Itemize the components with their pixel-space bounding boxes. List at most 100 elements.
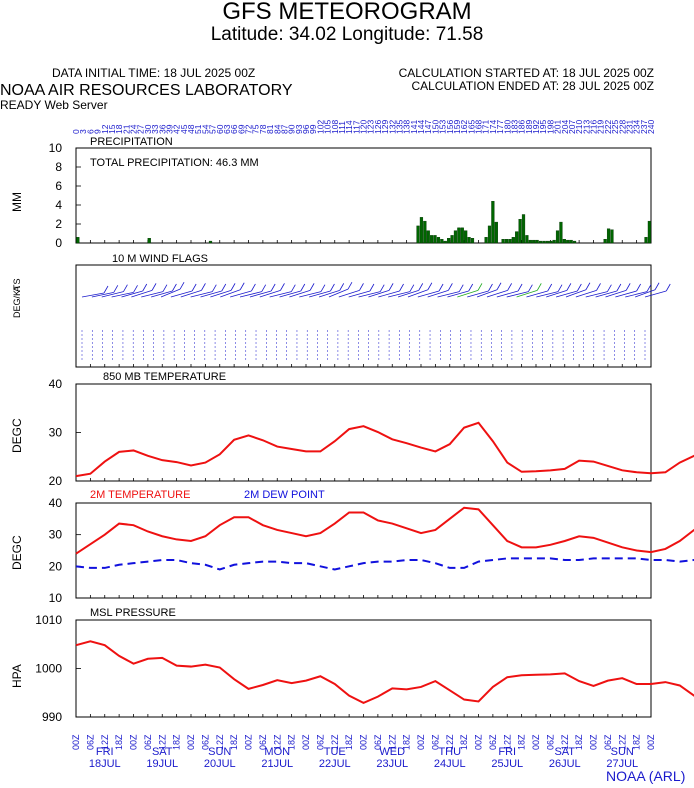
- wind-barb-shaft: [476, 289, 498, 298]
- top-hour-label: 120: [359, 120, 369, 134]
- day-date-label: 22JUL: [319, 758, 351, 770]
- precip-bar: [467, 237, 471, 244]
- wind-barb-shaft: [417, 290, 440, 298]
- precip-total: TOTAL PRECIPITATION: 46.3 MM: [90, 157, 259, 169]
- wind-barb-feather: [566, 283, 572, 291]
- day-of-week-label: SUN: [208, 746, 231, 758]
- t850-frame: [75, 383, 652, 482]
- wind-barb-shaft: [615, 290, 637, 298]
- top-hour-label: 126: [373, 120, 383, 134]
- bottom-hour-label: 06Z: [430, 734, 440, 750]
- wind-barb-feather: [665, 283, 671, 292]
- precip-ytick-label: 6: [55, 179, 62, 193]
- bottom-hour-label: 00Z: [244, 734, 254, 750]
- credit-footer: NOAA (ARL): [606, 768, 686, 784]
- wind-barb-feather: [427, 282, 433, 290]
- precip-bar: [504, 238, 509, 244]
- top-hour-label: 153: [438, 120, 448, 134]
- wind-barb-shaft: [151, 290, 173, 298]
- bottom-hour-label: 18Z: [517, 734, 527, 750]
- top-hour-label: 57: [208, 124, 218, 134]
- pressure-ytick-label: 1010: [35, 613, 62, 627]
- wind-barb-shaft: [467, 290, 489, 298]
- day-date-label: 27JUL: [606, 758, 638, 770]
- top-hour-label: 231: [624, 120, 634, 134]
- dew-legend: 2M DEW POINT: [244, 489, 325, 501]
- top-hour-label: 132: [387, 120, 397, 134]
- wind-barb-shaft: [220, 289, 241, 298]
- precip-bar: [559, 221, 563, 244]
- top-hour-label: 228: [617, 120, 627, 134]
- bottom-hour-label: 12Z: [617, 734, 627, 750]
- t2m-ytick-label: 20: [49, 559, 63, 573]
- top-hour-label: 39: [164, 124, 174, 134]
- wind-barb-feather: [347, 281, 353, 290]
- bottom-hour-label: 12Z: [502, 734, 512, 750]
- wind-barb-shaft: [210, 289, 232, 298]
- top-hour-label: 198: [545, 120, 555, 134]
- wind-barb-feather: [557, 284, 563, 292]
- bottom-hour-label: 18Z: [632, 734, 642, 750]
- precip-bar: [552, 239, 556, 244]
- wind-barb-shaft: [378, 290, 400, 298]
- top-hour-label: 147: [423, 120, 433, 134]
- wind-frame: [75, 264, 652, 368]
- wind-barb-feather: [577, 283, 582, 292]
- precip-bar: [440, 238, 444, 244]
- wind-barb-shaft: [180, 289, 202, 298]
- wind-barb-feather: [270, 283, 276, 292]
- top-hour-label: 30: [143, 124, 153, 134]
- top-hour-label: 129: [380, 120, 390, 134]
- top-hour-label: 192: [531, 120, 541, 134]
- t2m-legend: 2M TEMPERATURE: [90, 489, 191, 501]
- bottom-hour-label: 18Z: [459, 734, 469, 750]
- top-hour-label: 93: [294, 124, 304, 134]
- top-hour-label: 90: [287, 124, 297, 134]
- top-hour-label: 180: [502, 120, 512, 134]
- precip-bar: [457, 227, 461, 244]
- precip-bar: [76, 237, 80, 244]
- wind-barb-shaft: [239, 291, 262, 298]
- wind-barb-feather: [646, 284, 652, 292]
- top-hour-label: 219: [596, 120, 606, 134]
- wind-barb-feather: [528, 284, 533, 292]
- t2m-line: [75, 506, 694, 555]
- precip-bar: [433, 235, 437, 244]
- wind-barb-feather: [409, 284, 415, 292]
- wind-barb-shaft: [565, 289, 587, 298]
- wind-barb-feather: [388, 283, 394, 291]
- day-of-week-label: TUE: [324, 746, 346, 758]
- pressure-line: [75, 640, 694, 705]
- wind-barb-shaft: [536, 291, 559, 298]
- bottom-hour-label: 06Z: [85, 734, 95, 750]
- bottom-hour-label: 00Z: [359, 734, 369, 750]
- wind-barb-feather: [201, 283, 206, 291]
- day-date-label: 21JUL: [261, 758, 293, 770]
- wind-barb-shaft: [111, 291, 134, 298]
- top-hour-label: 135: [394, 120, 404, 134]
- precip-bar: [453, 230, 458, 244]
- location-subtitle: Latitude: 34.02 Longitude: 71.58: [210, 24, 484, 45]
- top-hour-label: 144: [416, 120, 426, 134]
- top-hour-label: 102: [315, 120, 325, 134]
- precip-bar: [508, 238, 512, 244]
- precip-title: PRECIPITATION: [90, 136, 173, 148]
- wind-barb-shaft: [121, 290, 143, 298]
- top-hour-label: 156: [445, 120, 455, 134]
- bottom-hour-label: 00Z: [589, 734, 599, 750]
- precip-bar: [521, 214, 526, 244]
- wind-barb-feather: [280, 283, 285, 291]
- wind-barb-shaft: [131, 289, 153, 298]
- top-hour-label: 222: [603, 120, 613, 134]
- wind-barb-feather: [162, 284, 168, 292]
- wind-barb-feather: [477, 283, 483, 291]
- wind-barb-shaft: [585, 291, 608, 298]
- wind-barb-shaft: [91, 291, 114, 298]
- top-hour-label: 42: [172, 124, 182, 134]
- bottom-hour-label: 06Z: [200, 734, 210, 750]
- top-hour-label: 24: [129, 124, 139, 134]
- wind-barb-shaft: [506, 291, 529, 298]
- t2m-ytick-label: 30: [49, 528, 63, 542]
- wind-barb-shaft: [230, 290, 252, 298]
